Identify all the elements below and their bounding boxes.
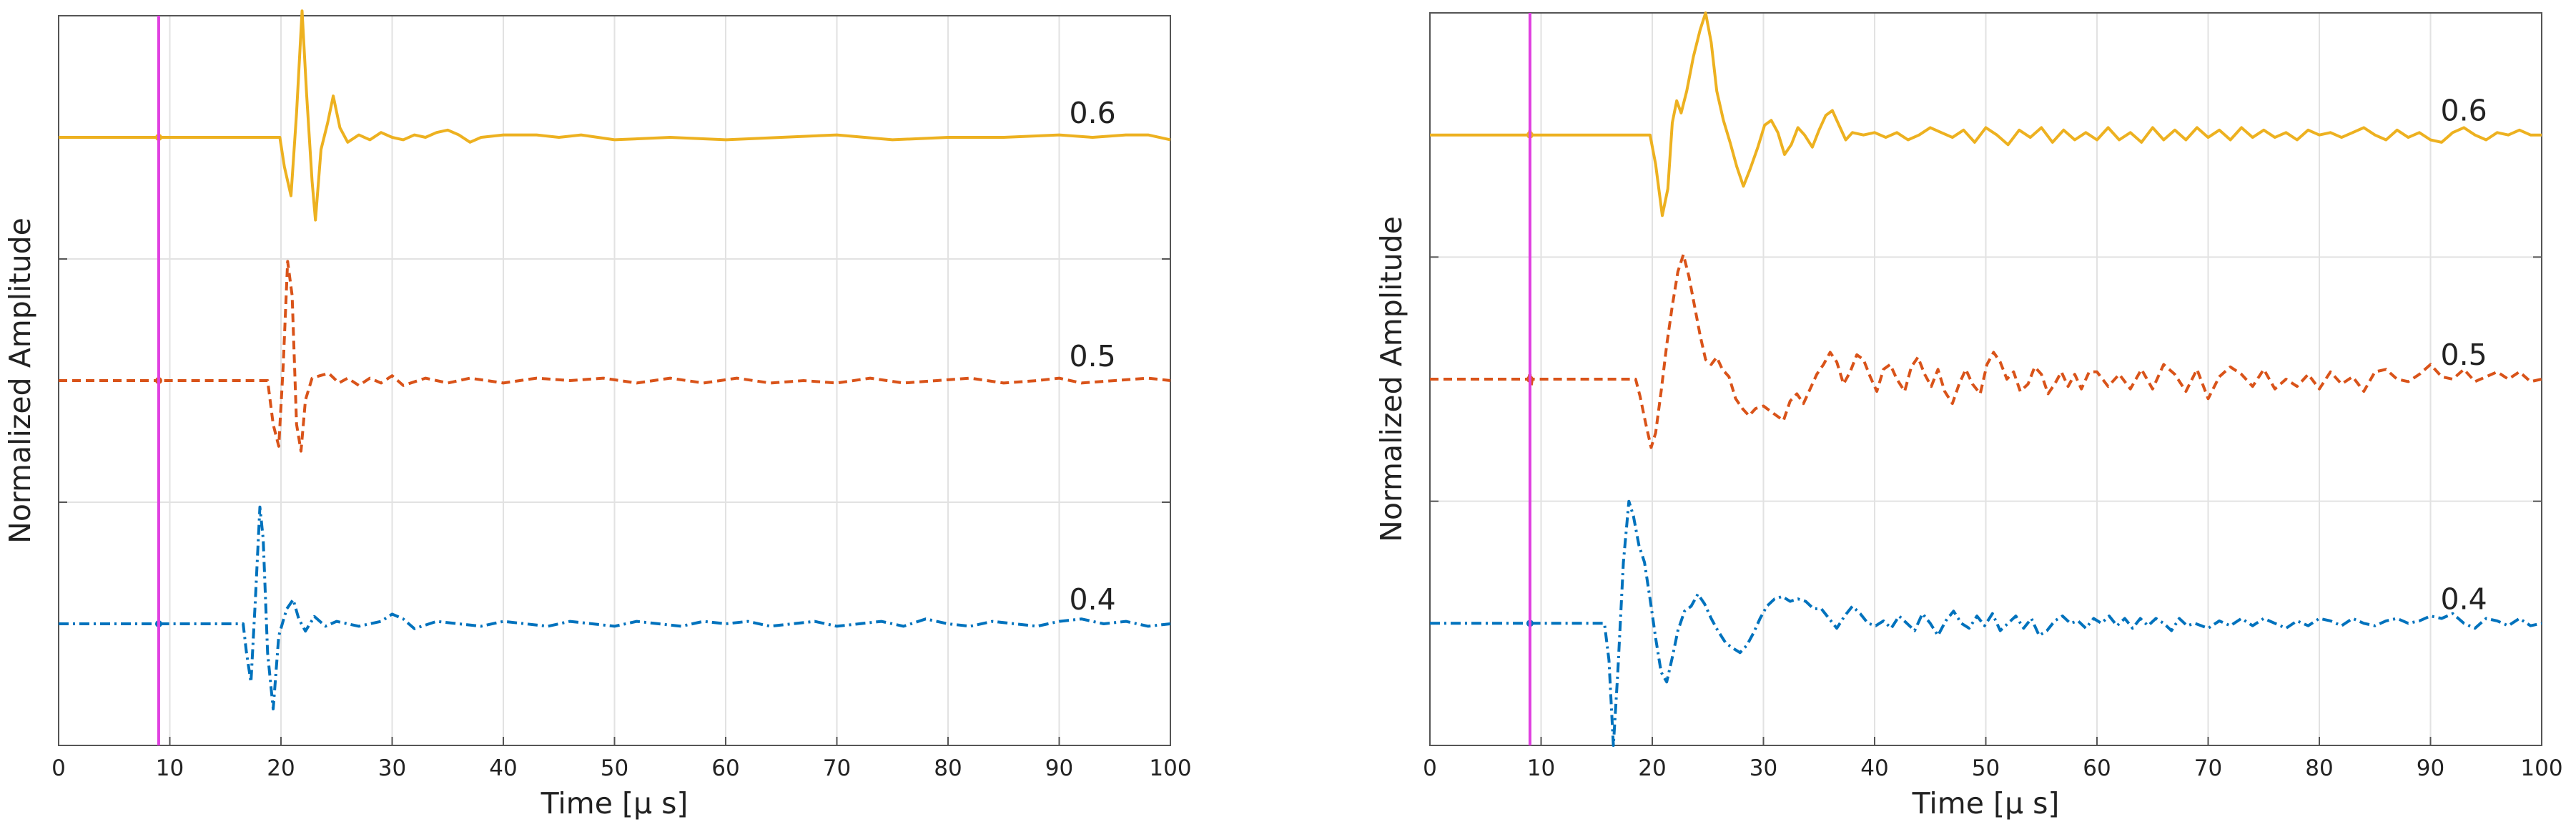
series-label-0.5: 0.5 bbox=[1070, 339, 1116, 373]
x-tick-label: 20 bbox=[267, 755, 295, 781]
x-tick-label: 40 bbox=[489, 755, 517, 781]
y-axis-title: Normalized Amplitude bbox=[3, 217, 37, 544]
x-tick-label: 60 bbox=[2083, 755, 2111, 781]
x-tick-label: 0 bbox=[51, 755, 66, 781]
x-tick-label: 10 bbox=[156, 755, 184, 781]
series-label-0.6: 0.6 bbox=[2441, 94, 2487, 128]
x-tick-label: 30 bbox=[1750, 755, 1777, 781]
series-label-0.5: 0.5 bbox=[2441, 338, 2487, 372]
series-line-0.4 bbox=[1430, 499, 2542, 747]
x-tick-label: 100 bbox=[2520, 755, 2562, 781]
series-line-0.6 bbox=[1430, 11, 2542, 217]
panel-right: 0 10 20 30 40 50 60 70 80 90 100 Time [μ s] Normaliz… bbox=[1374, 11, 2563, 821]
series-label-0.4: 0.4 bbox=[2441, 582, 2487, 616]
x-tick-label: 50 bbox=[1972, 755, 2000, 781]
x-tick-label: 70 bbox=[2194, 755, 2222, 781]
x-tick-label: 10 bbox=[1527, 755, 1555, 781]
x-tick-label: 100 bbox=[1149, 755, 1191, 781]
x-axis-title: Time [μ s] bbox=[541, 786, 689, 821]
series-line-0.5 bbox=[1430, 253, 2542, 449]
series-label-0.6: 0.6 bbox=[1070, 96, 1116, 130]
x-tick-label: 0 bbox=[1423, 755, 1437, 781]
x-tick-label: 70 bbox=[823, 755, 851, 781]
x-tick-label: 90 bbox=[1045, 755, 1073, 781]
x-tick-label: 20 bbox=[1638, 755, 1666, 781]
series-line-0.5 bbox=[59, 260, 1171, 453]
x-tick-label: 60 bbox=[711, 755, 739, 781]
series-label-0.4: 0.4 bbox=[1070, 582, 1116, 617]
y-axis-title: Normalized Amplitude bbox=[1374, 216, 1408, 542]
x-tick-label: 50 bbox=[601, 755, 628, 781]
panel-left: 0 10 20 30 40 50 60 70 80 90 100 Time [μ s] Normaliz… bbox=[3, 9, 1192, 821]
x-tick-label: 80 bbox=[934, 755, 962, 781]
x-tick-label: 40 bbox=[1860, 755, 1888, 781]
x-tick-label: 30 bbox=[378, 755, 406, 781]
x-axis-title: Time [μ s] bbox=[1912, 786, 2060, 821]
series-line-0.6 bbox=[59, 9, 1171, 222]
x-tick-label: 80 bbox=[2305, 755, 2333, 781]
x-tick-label: 90 bbox=[2417, 755, 2444, 781]
